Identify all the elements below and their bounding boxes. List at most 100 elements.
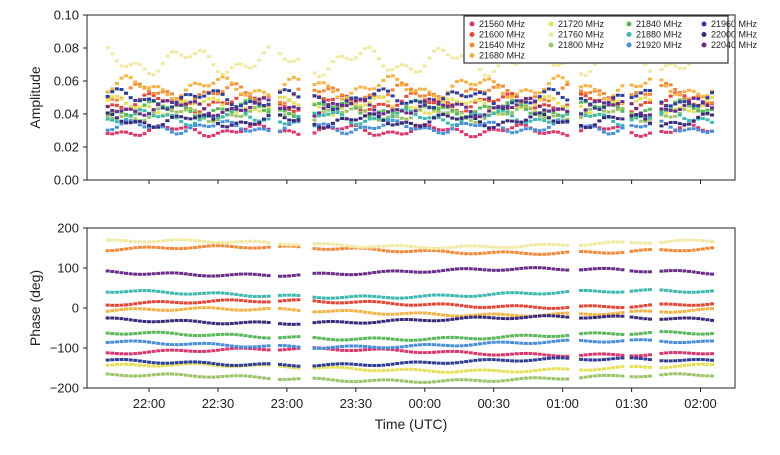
data-point xyxy=(551,88,556,92)
data-point xyxy=(133,120,138,124)
data-point xyxy=(696,308,701,312)
data-point xyxy=(519,99,524,103)
data-point xyxy=(533,103,538,107)
data-point xyxy=(588,91,593,95)
data-point xyxy=(664,84,669,88)
data-point xyxy=(705,108,710,112)
data-point xyxy=(445,318,450,322)
data-point xyxy=(482,78,487,82)
data-point xyxy=(523,107,528,111)
data-point xyxy=(376,83,381,87)
data-point xyxy=(696,126,701,130)
data-point xyxy=(696,271,701,275)
data-point xyxy=(537,111,542,115)
data-point xyxy=(537,292,542,296)
data-point xyxy=(252,98,257,102)
data-point xyxy=(358,108,363,112)
data-point xyxy=(128,302,133,306)
data-point xyxy=(473,244,478,248)
data-point xyxy=(468,113,473,117)
data-point xyxy=(454,99,459,103)
data-point xyxy=(266,348,271,352)
data-point xyxy=(647,365,652,369)
legend-item: 22040 MHz xyxy=(701,40,758,50)
data-point xyxy=(705,307,710,311)
data-point xyxy=(234,124,239,128)
data-point xyxy=(523,291,528,295)
data-point xyxy=(514,377,519,381)
data-point xyxy=(602,241,607,245)
data-point xyxy=(261,273,266,277)
data-point xyxy=(282,293,287,297)
x-tick-label: 23:00 xyxy=(271,396,304,411)
data-point xyxy=(436,102,441,106)
data-point xyxy=(418,126,423,130)
data-point xyxy=(677,331,682,335)
data-point xyxy=(542,131,547,135)
data-point xyxy=(413,343,418,347)
data-point xyxy=(523,244,528,248)
data-point xyxy=(528,89,533,93)
series-21920 xyxy=(105,338,715,350)
data-point xyxy=(510,359,515,363)
data-point xyxy=(248,100,253,104)
data-point xyxy=(514,123,519,127)
data-point xyxy=(234,298,239,302)
data-point xyxy=(193,362,197,366)
data-point xyxy=(450,378,455,382)
data-point xyxy=(431,128,436,132)
data-point xyxy=(579,124,584,128)
data-point xyxy=(441,128,446,132)
data-point xyxy=(105,340,110,344)
data-point xyxy=(643,317,648,321)
data-point xyxy=(252,128,257,132)
data-point xyxy=(445,344,450,348)
data-point xyxy=(287,89,292,93)
data-point xyxy=(491,379,496,383)
data-point xyxy=(537,131,542,135)
data-point xyxy=(638,316,643,320)
data-point xyxy=(659,100,664,104)
data-point xyxy=(491,316,496,320)
data-point xyxy=(261,51,266,55)
data-point xyxy=(211,375,216,379)
data-point xyxy=(542,128,547,132)
data-point xyxy=(441,48,446,52)
data-point xyxy=(710,332,715,336)
data-point xyxy=(156,69,161,73)
data-point xyxy=(340,309,345,313)
data-point xyxy=(629,289,634,293)
data-point xyxy=(409,303,413,307)
data-point xyxy=(211,321,216,325)
data-point xyxy=(560,315,565,319)
data-point xyxy=(225,291,230,295)
legend-item: 21800 MHz xyxy=(548,40,605,50)
data-point xyxy=(225,113,230,117)
data-point xyxy=(261,336,266,340)
data-point xyxy=(151,300,156,304)
data-point xyxy=(606,290,611,294)
data-point xyxy=(404,250,409,254)
data-point xyxy=(560,107,565,111)
data-point xyxy=(691,316,696,320)
data-point xyxy=(620,109,625,113)
data-point xyxy=(523,370,528,374)
data-point xyxy=(638,375,643,379)
data-point xyxy=(606,240,611,244)
data-point xyxy=(321,296,326,300)
data-point xyxy=(179,247,184,251)
data-point xyxy=(441,113,446,117)
data-point xyxy=(193,292,197,296)
data-point xyxy=(170,372,175,376)
data-point xyxy=(606,103,611,107)
data-point xyxy=(363,103,368,107)
data-point xyxy=(349,295,354,299)
data-point xyxy=(682,117,687,121)
data-point xyxy=(464,122,469,126)
data-point xyxy=(523,100,528,104)
data-point xyxy=(682,90,687,94)
data-point xyxy=(170,331,175,335)
data-point xyxy=(291,308,296,312)
data-point xyxy=(170,271,175,275)
data-point xyxy=(705,131,710,135)
